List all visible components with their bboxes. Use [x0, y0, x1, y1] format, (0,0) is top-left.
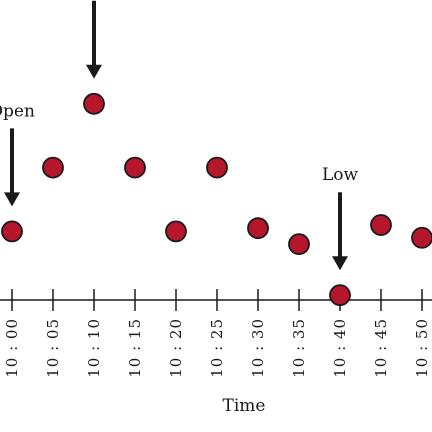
x-tick-label: 10 : 30 [249, 318, 267, 378]
x-ticks [11, 289, 423, 311]
data-point [247, 217, 269, 240]
annotation-labels: OpenHighLow [0, 101, 359, 185]
annotation-arrow-head [86, 64, 102, 79]
annotation-label: Open [0, 101, 35, 121]
x-tick-label: 10 : 25 [208, 318, 226, 378]
x-tick-label: 10 : 00 [3, 318, 21, 378]
x-tick-label: 10 : 50 [413, 318, 431, 378]
x-tick-label: 10 : 45 [372, 318, 390, 378]
data-points [1, 92, 432, 307]
x-tick-label: 10 : 05 [44, 318, 62, 378]
data-point [329, 284, 351, 307]
data-point [165, 220, 187, 243]
x-tick-label: 10 : 40 [331, 318, 349, 378]
data-point [42, 156, 64, 179]
data-point [288, 233, 310, 256]
annotation-label: Low [322, 165, 359, 185]
data-point [411, 226, 432, 249]
data-point [1, 220, 23, 243]
x-axis-title: Time [223, 396, 266, 416]
x-tick-label: 10 : 10 [85, 318, 103, 378]
annotation-arrow-head [4, 192, 20, 207]
x-tick-label: 10 : 15 [126, 318, 144, 378]
data-point [124, 156, 146, 179]
annotation-arrows [4, 0, 348, 271]
data-point [83, 92, 105, 115]
data-point [370, 214, 392, 236]
x-tick-labels: 10 : 00 10 : 05 10 : 10 10 : 15 10 : 20 10 : … [3, 318, 431, 378]
x-tick-label: 10 : 35 [290, 318, 308, 378]
data-point [206, 156, 228, 179]
x-tick-label: 10 : 20 [167, 318, 185, 378]
annotation-arrow-head [332, 256, 348, 271]
